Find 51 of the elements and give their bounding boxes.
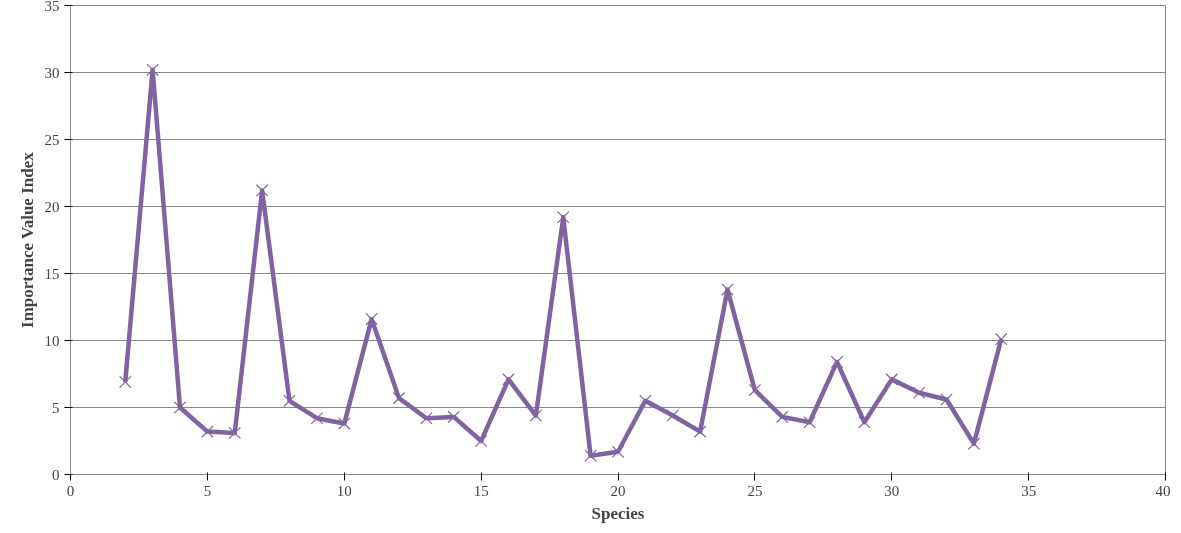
point (529, 409, 543, 422)
point (611, 445, 625, 458)
point (337, 417, 351, 430)
point (940, 393, 953, 406)
point (447, 410, 461, 424)
point (556, 210, 570, 224)
point (584, 449, 597, 462)
point (146, 63, 159, 77)
point (201, 425, 214, 438)
point (912, 386, 926, 400)
point (392, 391, 406, 405)
x-tick-label: 25 (747, 482, 763, 499)
point (666, 409, 680, 422)
y-tick-label: 35 (44, 0, 60, 14)
point (721, 283, 734, 296)
point (639, 394, 652, 408)
x-axis-title: Species (591, 503, 645, 523)
y-tick-label: 0 (52, 466, 60, 483)
y-tick-label: 25 (44, 131, 60, 148)
y-tick-label: 30 (44, 64, 60, 81)
x-tick-label: 0 (66, 482, 75, 499)
x-tick-label: 5 (203, 482, 212, 499)
point (858, 415, 871, 429)
point (803, 415, 816, 429)
point (967, 437, 981, 450)
point (775, 410, 789, 424)
point (885, 373, 899, 386)
x-tick-label: 30 (884, 482, 900, 499)
y-tick-label: 15 (44, 265, 60, 282)
point (310, 411, 324, 425)
y-axis-title: Importance Value Index (17, 151, 37, 328)
point (118, 375, 132, 389)
y-tick-label: 10 (44, 332, 60, 349)
point (173, 401, 187, 414)
x-tick-label: 35 (1021, 482, 1037, 499)
point (255, 184, 269, 197)
x-tick-label: 40 (1155, 482, 1171, 499)
point (283, 394, 296, 408)
point (502, 373, 515, 386)
point (420, 411, 433, 425)
y-tick-label: 5 (52, 399, 60, 416)
point (748, 383, 762, 397)
x-tick-label: 10 (336, 482, 352, 499)
point (365, 312, 378, 326)
x-tick-label: 20 (610, 482, 626, 499)
point (830, 355, 844, 369)
point (693, 425, 707, 438)
x-tick-label: 15 (473, 482, 489, 499)
point (994, 332, 1008, 346)
point (228, 426, 242, 440)
y-tick-label: 20 (44, 198, 60, 215)
